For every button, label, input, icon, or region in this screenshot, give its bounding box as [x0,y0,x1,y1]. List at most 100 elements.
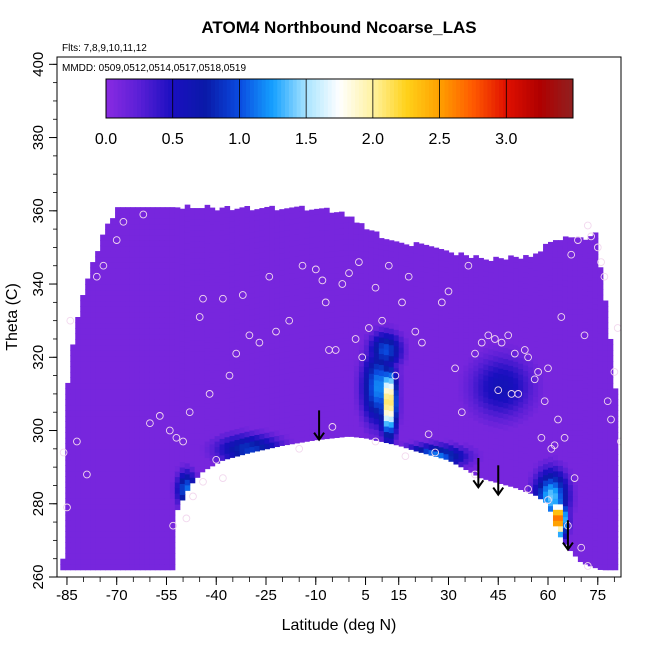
heatmap-cell [533,280,539,288]
heatmap-cell [80,300,86,307]
heatmap-cell [239,399,246,406]
heatmap-cell [463,271,469,278]
heatmap-cell [348,287,355,295]
heatmap-cell [572,528,579,535]
heatmap-cell [65,476,71,483]
heatmap-cell [358,250,365,257]
heatmap-cell [249,281,255,288]
heatmap-cell [518,461,524,469]
heatmap-cell [587,521,594,528]
heatmap-cell [284,351,290,358]
heatmap-cell [189,334,196,341]
heatmap-cell [134,421,141,428]
heatmap-cell [229,265,236,272]
heatmap-cell [538,443,544,450]
heatmap-cell [493,273,499,280]
heatmap-cell [249,380,255,387]
heatmap-cell [279,357,285,364]
heatmap-cell [478,263,484,270]
heatmap-cell [508,266,514,273]
heatmap-cell [154,377,161,384]
heatmap-cell [508,293,514,300]
heatmap-cell [418,347,425,354]
heatmap-cell [144,371,151,379]
heatmap-cell [209,377,216,384]
heatmap-cell [75,338,81,346]
heatmap-cell [164,306,171,313]
heatmap-cell [572,435,579,442]
heatmap-cell [572,550,579,557]
heatmap-cell [552,300,559,307]
heatmap-cell [533,258,539,266]
heatmap-cell [423,277,430,284]
heatmap-cell [438,435,445,442]
heatmap-cell [538,262,544,269]
heatmap-cell [572,539,579,546]
heatmap-cell [75,327,81,335]
heatmap-cell [279,291,285,298]
heatmap-cell [115,459,121,466]
heatmap-cell [139,240,146,247]
heatmap-cell [259,427,265,434]
heatmap-cell [174,322,181,329]
heatmap-cell [284,373,290,380]
heatmap-cell [70,470,76,477]
heatmap-cell [254,319,260,326]
heatmap-cell [448,428,455,435]
heatmap-cell [433,428,440,436]
heatmap-cell [557,382,564,390]
heatmap-cell [339,431,345,438]
heatmap-cell [65,470,71,477]
heatmap-cell [309,303,315,310]
heatmap-cell [488,321,494,328]
heatmap-cell [458,356,465,363]
heatmap-cell [179,241,186,248]
heatmap-cell [125,278,131,285]
heatmap-cell [577,303,584,310]
heatmap-cell [388,295,395,302]
heatmap-cell [443,453,450,460]
heatmap-cell [388,416,395,423]
heatmap-cell [110,437,116,444]
heatmap-cell [473,260,479,267]
heatmap-cell [279,319,285,326]
heatmap-cell [443,393,450,400]
heatmap-cell [334,387,340,395]
heatmap-cell [239,432,246,439]
heatmap-cell [125,564,131,571]
heatmap-cell [324,262,330,269]
heatmap-cell [144,388,151,395]
heatmap-cell [463,409,469,416]
heatmap-cell [154,317,161,324]
heatmap-cell [154,256,161,263]
heatmap-cell [80,371,86,379]
heatmap-cell [70,355,76,362]
heatmap-cell [234,274,241,281]
heatmap-cell [408,383,415,390]
heatmap-cell [314,423,320,430]
heatmap-cell [443,442,450,449]
heatmap-cell [498,307,504,314]
heatmap-cell [139,207,146,214]
heatmap-cell [334,267,340,274]
heatmap-cell [334,333,340,340]
heatmap-cell [498,379,504,386]
heatmap-cell [533,346,539,353]
heatmap-cell [552,366,559,373]
heatmap-cell [498,335,504,342]
heatmap-cell [582,250,589,257]
heatmap-cell [214,435,221,442]
heatmap-cell [309,248,315,255]
heatmap-cell [90,531,96,538]
heatmap-cell [557,498,564,505]
heatmap-cell [149,262,156,269]
heatmap-cell [483,319,489,327]
heatmap-cell [194,449,201,456]
heatmap-cell [189,416,196,423]
heatmap-cell [164,327,171,335]
heatmap-cell [577,424,584,431]
heatmap-cell [567,385,574,392]
heatmap-cell [209,410,216,417]
heatmap-cell [358,393,365,400]
heatmap-cell [214,292,221,299]
